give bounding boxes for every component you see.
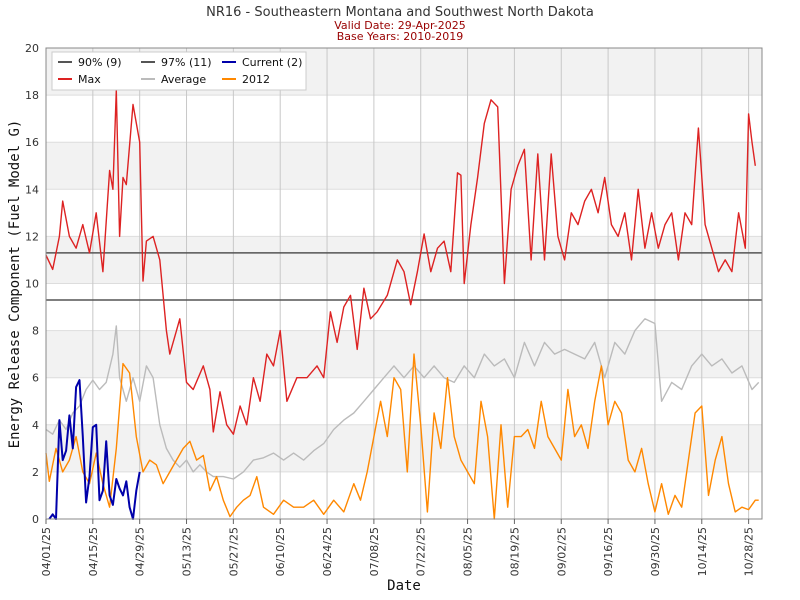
- x-tick-label: 10/14/25: [696, 527, 709, 576]
- x-tick-label: 04/29/25: [134, 527, 147, 576]
- series-line-average: [45, 318, 760, 480]
- series-line-max: [45, 89, 756, 435]
- x-tick-label: 04/01/25: [40, 527, 53, 576]
- y-tick-label: 4: [32, 419, 39, 432]
- y-tick-label: 8: [32, 325, 39, 338]
- chart-subtitle-valid-date: Valid Date: 29-Apr-2025: [334, 19, 466, 32]
- x-tick-label: 06/24/25: [321, 527, 334, 576]
- band: [46, 330, 762, 378]
- x-tick-label: 04/15/25: [87, 527, 100, 576]
- x-tick-label: 06/10/25: [274, 527, 287, 576]
- x-tick-label: 05/13/25: [181, 527, 194, 576]
- x-tick-label: 10/28/25: [743, 527, 756, 576]
- y-tick-label: 18: [25, 89, 39, 102]
- x-tick-label: 09/16/25: [602, 527, 615, 576]
- x-tick-label: 09/30/25: [649, 527, 662, 576]
- legend-label: Average: [161, 73, 206, 86]
- y-tick-label: 2: [32, 466, 39, 479]
- y-tick-label: 20: [25, 42, 39, 55]
- x-tick-label: 08/05/25: [462, 527, 475, 576]
- y-axis-label: Energy Release Component (Fuel Model G): [7, 120, 23, 449]
- chart-subtitle-base-years: Base Years: 2010-2019: [337, 30, 463, 43]
- x-tick-label: 07/22/25: [415, 527, 428, 576]
- y-tick-label: 10: [25, 278, 39, 291]
- chart-title: NR16 - Southeastern Montana and Southwes…: [206, 5, 594, 20]
- x-tick-label: 05/27/25: [227, 527, 240, 576]
- plot-frame: [45, 47, 763, 520]
- percentile-lines: [46, 252, 762, 301]
- x-axis-label: Date: [387, 578, 421, 594]
- legend-box: [51, 51, 307, 91]
- legend-label: 2012: [242, 73, 270, 86]
- x-tick-label: 09/02/25: [555, 527, 568, 576]
- legend-label: Max: [78, 73, 101, 86]
- x-tick-label: 07/08/25: [368, 527, 381, 576]
- series-line-current: [48, 379, 141, 520]
- legend-label: 90% (9): [78, 56, 122, 69]
- legend-label: Current (2): [242, 56, 302, 69]
- x-tick-label: 08/19/25: [508, 527, 521, 576]
- band: [46, 142, 762, 190]
- y-tick-label: 14: [25, 183, 39, 196]
- x-tick-labels: 04/01/25 04/15/25 04/29/25 05/13/25 05/27/25…: [40, 519, 756, 576]
- y-tick-labels: 0 2 4 6 8 10 12 14 16 18 20: [25, 42, 39, 526]
- band: [46, 236, 762, 284]
- y-tick-label: 6: [32, 372, 39, 385]
- y-tick-label: 16: [25, 136, 39, 149]
- series-lines: [45, 89, 760, 520]
- y-tick-label: 12: [25, 230, 39, 243]
- legend-label: 97% (11): [161, 56, 212, 69]
- series-line-2012: [45, 353, 759, 520]
- y-tick-label: 0: [32, 513, 39, 526]
- legend: 90% (9) 97% (11) Current (2) Max Average 2012: [51, 51, 307, 91]
